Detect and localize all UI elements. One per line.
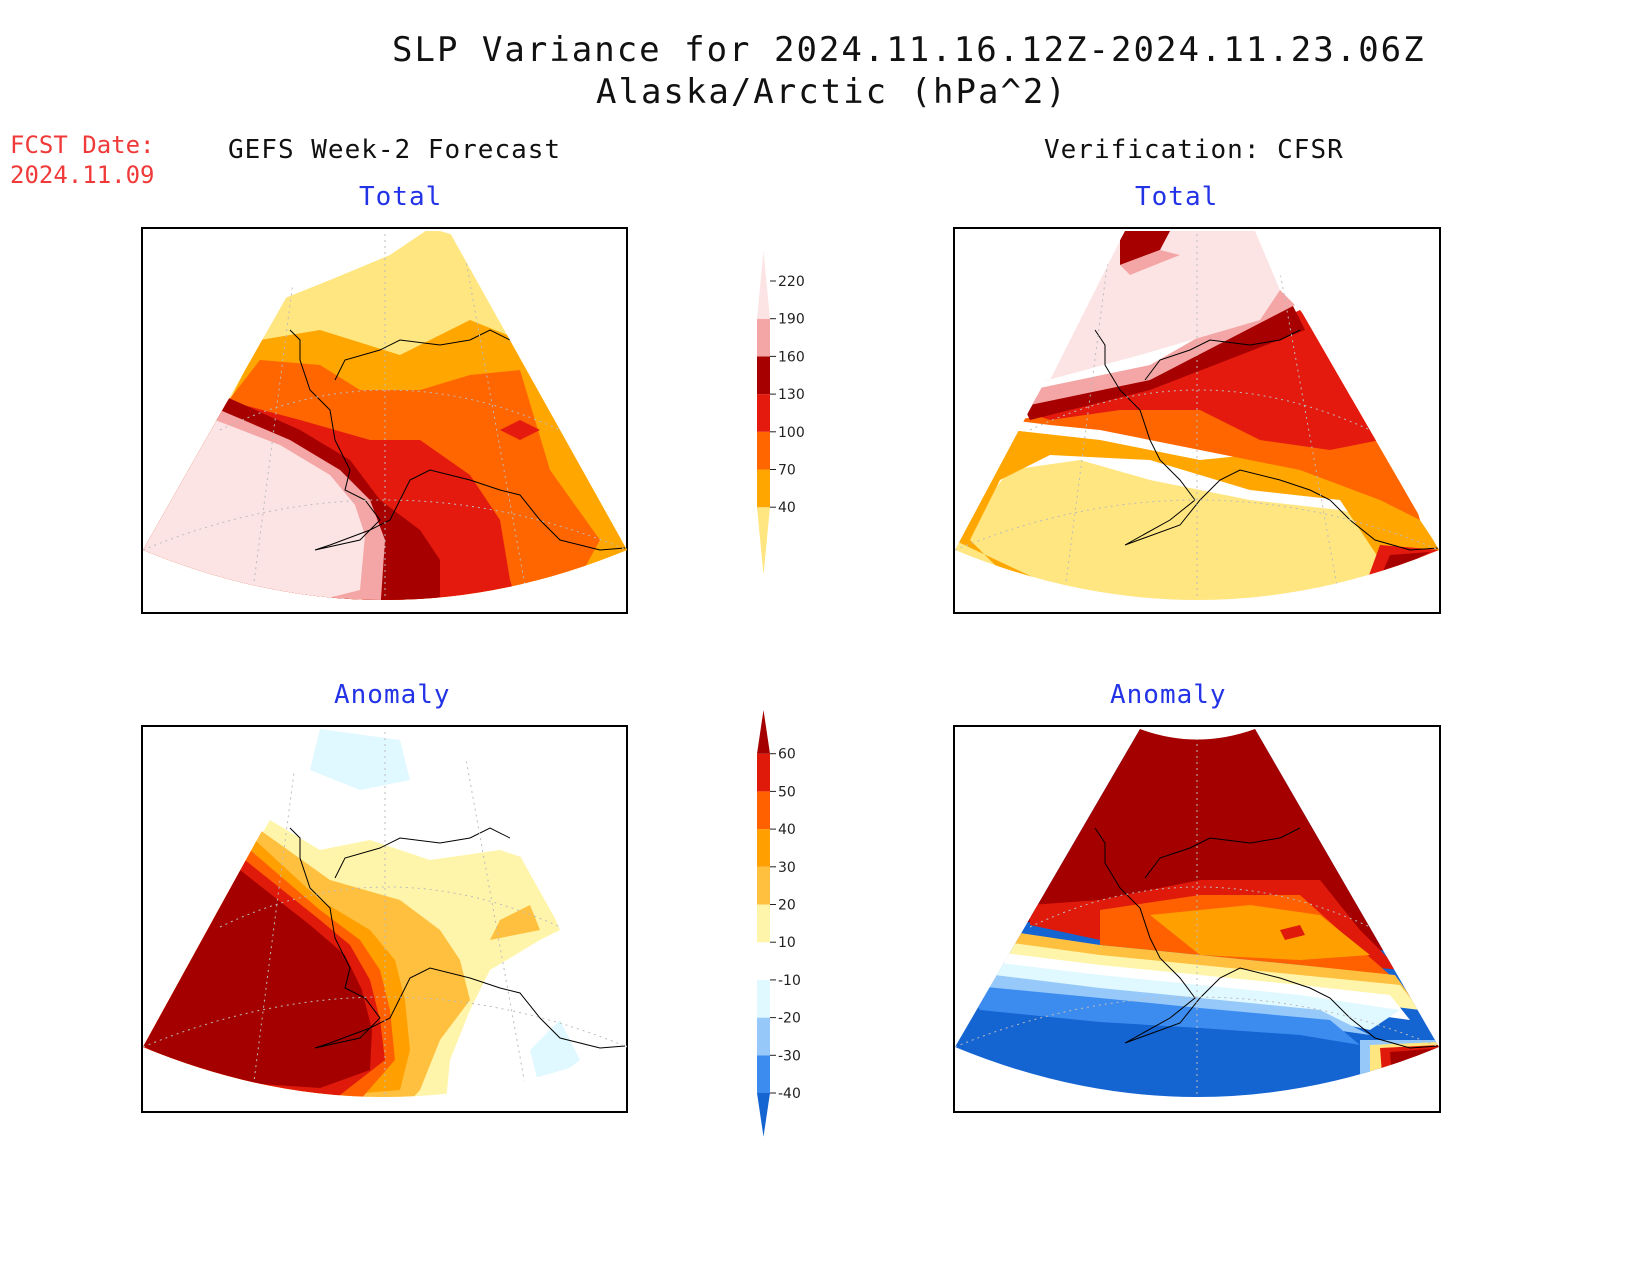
chart-subtitle: Alaska/Arctic (hPa^2) — [596, 72, 1068, 112]
total-colorbar-swatch — [757, 431, 770, 470]
total-colorbar-swatch — [757, 469, 770, 508]
total-colorbar-tick-label: 190 — [778, 312, 805, 328]
total-colorbar-tick-label: 160 — [778, 349, 805, 365]
anomaly-colorbar-swatch — [757, 1093, 770, 1137]
cfsr-column-header: Verification: CFSR — [1044, 135, 1344, 165]
gefs-anomaly-label: Anomaly — [334, 680, 451, 710]
total-colorbar-swatch — [757, 356, 770, 395]
cfsr-anomaly-map — [953, 725, 1441, 1113]
total-colorbar-swatch — [757, 318, 770, 357]
gefs-column-header: GEFS Week-2 Forecast — [228, 135, 562, 165]
anomaly-colorbar-tick-label: -20 — [778, 1011, 801, 1027]
anomaly-colorbar-tick-label: -40 — [778, 1086, 801, 1102]
anomaly-colorbar: -40 -30 -20 -10 10 20 30 40 50 60 — [757, 710, 801, 1137]
forecast-date-value: 2024.11.09 — [10, 161, 155, 189]
anomaly-colorbar-swatch — [757, 979, 770, 1018]
gefs-anomaly-map — [141, 725, 628, 1113]
anomaly-colorbar-swatch — [757, 710, 770, 754]
forecast-date-label: FCST Date: — [10, 131, 155, 159]
anomaly-colorbar-tick-label: 20 — [778, 898, 796, 914]
anomaly-colorbar-tick-label: 60 — [778, 747, 796, 763]
cfsr-anomaly-label: Anomaly — [1110, 680, 1227, 710]
anomaly-colorbar-swatch — [757, 942, 770, 980]
anomaly-colorbar-swatch — [757, 753, 770, 792]
cfsr-total-label: Total — [1135, 182, 1219, 212]
anomaly-colorbar-tick-label: -10 — [778, 973, 801, 989]
total-colorbar-swatch — [757, 394, 770, 432]
anomaly-colorbar-tick-label: 10 — [778, 935, 796, 951]
anomaly-colorbar-tick-label: 50 — [778, 784, 796, 800]
gefs-total-label: Total — [359, 182, 443, 212]
anomaly-colorbar-tick-label: 40 — [778, 822, 796, 838]
anomaly-colorbar-swatch — [757, 1017, 770, 1056]
anomaly-colorbar-swatch — [757, 904, 770, 943]
total-colorbar: 40 70 100 130 160 190 220 — [757, 251, 805, 575]
total-colorbar-tick-label: 100 — [778, 425, 805, 441]
total-colorbar-swatch — [757, 507, 770, 575]
gefs-total-map — [141, 227, 628, 614]
anomaly-colorbar-swatch — [757, 1055, 770, 1093]
anomaly-colorbar-tick-label: 30 — [778, 860, 796, 876]
anomaly-colorbar-swatch — [757, 866, 770, 905]
total-colorbar-swatch — [757, 251, 770, 319]
cfsr-total-map — [953, 227, 1441, 614]
anomaly-colorbar-swatch — [757, 829, 770, 867]
anomaly-colorbar-swatch — [757, 791, 770, 830]
total-colorbar-tick-label: 220 — [778, 274, 805, 290]
chart-title: SLP Variance for 2024.11.16.12Z-2024.11.… — [392, 30, 1426, 70]
anomaly-colorbar-tick-label: -30 — [778, 1048, 801, 1064]
total-colorbar-tick-label: 130 — [778, 387, 805, 403]
total-colorbar-tick-label: 70 — [778, 463, 796, 479]
total-colorbar-tick-label: 40 — [778, 500, 796, 516]
